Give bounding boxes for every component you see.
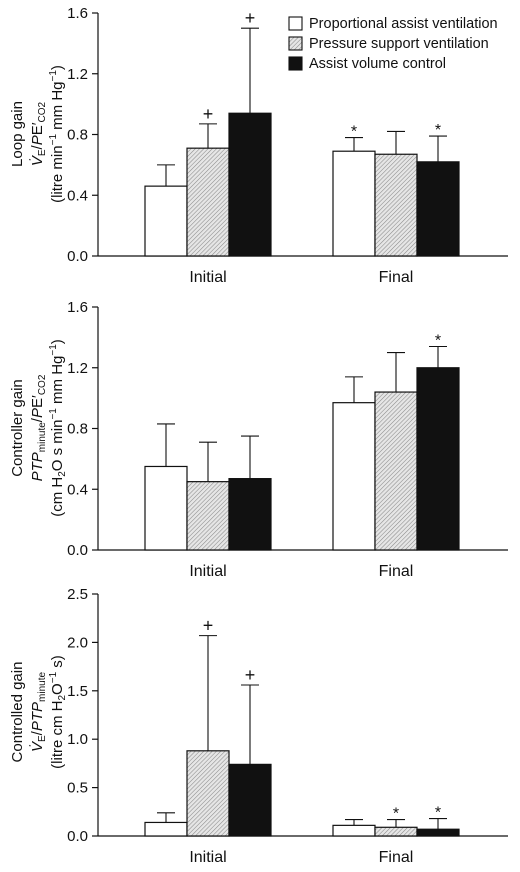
y-tick-label: 0.0 — [67, 248, 88, 265]
legend-label: Assist volume control — [309, 56, 446, 72]
asterisk-marker: * — [435, 332, 441, 349]
legend-label: Proportional assist ventilation — [309, 16, 498, 32]
y-tick-label: 0.5 — [67, 780, 88, 797]
controlled-gain-ylabel: Controlled gain V̇E/PTPminute (litre cm … — [9, 655, 68, 769]
bar — [374, 153, 418, 257]
bar — [228, 478, 272, 551]
legend-swatch — [288, 16, 303, 31]
y-tick-label: 1.6 — [67, 299, 88, 316]
asterisk-marker: * — [351, 124, 357, 141]
y-tick-label: 0.8 — [67, 421, 88, 438]
bar — [416, 161, 460, 257]
y-tick-label: 2.0 — [67, 634, 88, 651]
bar — [332, 824, 376, 837]
bar — [144, 821, 188, 837]
y-tick-label: 0.4 — [67, 481, 88, 498]
ylabel-line-3: (litre min−1 mm Hg−1) — [48, 65, 66, 203]
bar — [374, 826, 418, 837]
bar — [332, 150, 376, 257]
controller-gain-panel: Controller gain PTPminute/PE′CO2 (cm H2O… — [9, 299, 508, 580]
bar — [144, 465, 188, 551]
plus-marker: + — [245, 8, 256, 28]
bar — [374, 391, 418, 551]
controlled-gain-panel: Controlled gain V̇E/PTPminute (litre cm … — [9, 586, 508, 866]
bar — [416, 828, 460, 837]
legend-background — [282, 8, 506, 74]
ylabel-line-1: Loop gain — [9, 101, 26, 167]
legend-label: Pressure support ventilation — [309, 36, 489, 52]
y-tick-label: 0.4 — [67, 187, 88, 204]
legend-swatch — [288, 56, 303, 71]
category-label: Initial — [189, 563, 226, 580]
loop-gain-panel: Loop gain V̇E/PE′CO2 (litre min−1 mm Hg−… — [9, 5, 508, 286]
bar — [186, 481, 230, 551]
category-label: Initial — [189, 269, 226, 286]
y-tick-label: 0.8 — [67, 127, 88, 144]
asterisk-marker: * — [393, 806, 399, 823]
y-tick-label: 0.0 — [67, 542, 88, 559]
ylabel-line-3: (cm H2O s min−1 mm Hg−1) — [48, 339, 68, 517]
plus-marker: + — [245, 665, 256, 685]
asterisk-marker: * — [435, 805, 441, 822]
asterisk-marker: * — [435, 122, 441, 139]
bar — [228, 112, 272, 257]
bar — [228, 763, 272, 837]
ylabel-line-2: PTPminute/PE′CO2 — [29, 374, 48, 481]
y-tick-label: 1.2 — [67, 66, 88, 83]
category-label: Final — [379, 563, 414, 580]
legend: Proportional assist ventilation Pressure … — [282, 8, 506, 74]
plus-marker: + — [203, 104, 214, 124]
loop-gain-ylabel: Loop gain V̇E/PE′CO2 (litre min−1 mm Hg−… — [9, 65, 66, 203]
y-tick-label: 1.5 — [67, 683, 88, 700]
bar — [144, 185, 188, 257]
ylabel-line-2: V̇E/PE′CO2 — [29, 101, 48, 166]
ylabel-line-1: Controlled gain — [9, 662, 26, 763]
y-tick-label: 0.0 — [67, 828, 88, 845]
y-tick-label: 1.6 — [67, 5, 88, 22]
y-tick-label: 2.5 — [67, 586, 88, 603]
ylabel-line-2: V̇E/PTPminute — [29, 672, 48, 753]
category-label: Final — [379, 849, 414, 866]
ylabel-line-3: (litre cm H2O−1 s) — [48, 655, 68, 769]
y-tick-label: 1.2 — [67, 360, 88, 377]
legend-swatch — [288, 36, 303, 51]
bar — [416, 367, 460, 551]
controller-gain-ylabel: Controller gain PTPminute/PE′CO2 (cm H2O… — [9, 339, 68, 517]
bar — [186, 147, 230, 257]
category-label: Final — [379, 269, 414, 286]
bar — [186, 750, 230, 837]
y-tick-label: 1.0 — [67, 731, 88, 748]
bar — [332, 402, 376, 551]
category-label: Initial — [189, 849, 226, 866]
plus-marker: + — [203, 616, 214, 636]
ylabel-line-1: Controller gain — [9, 379, 26, 477]
